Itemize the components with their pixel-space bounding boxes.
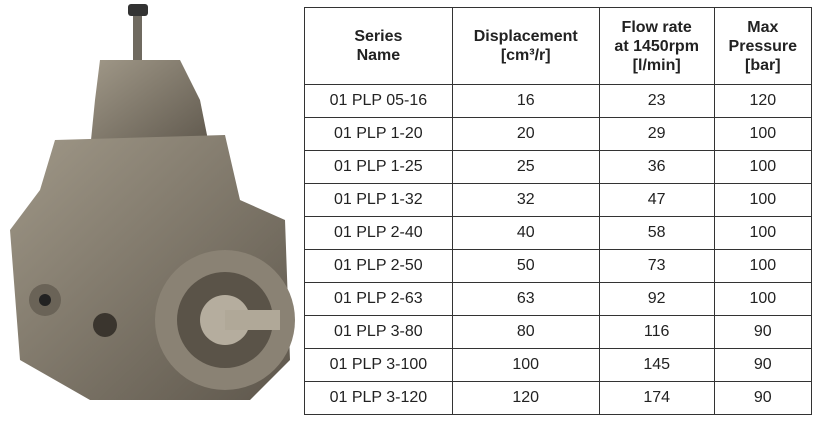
table-cell: 01 PLP 05-16 xyxy=(304,84,453,118)
table-cell: 100 xyxy=(713,249,813,283)
table-cell: 90 xyxy=(713,381,813,415)
table-cell: 73 xyxy=(598,249,715,283)
table-cell: 90 xyxy=(713,348,813,382)
header-line: [l/min] xyxy=(632,56,681,74)
table-cell: 01 PLP 1-20 xyxy=(304,117,453,151)
table-cell: 100 xyxy=(713,282,813,316)
table-row: 01 PLP 1-25 25 36 100 xyxy=(304,150,813,184)
table-cell: 40 xyxy=(451,216,600,250)
table-cell: 58 xyxy=(598,216,715,250)
table-cell: 174 xyxy=(598,381,715,415)
header-line: Max xyxy=(747,18,779,36)
header-line: Displacement xyxy=(473,28,578,45)
header-line: [bar] xyxy=(745,56,781,74)
table-cell: 01 PLP 3-120 xyxy=(304,381,453,415)
column-header: Series Name xyxy=(304,7,453,85)
table-cell: 100 xyxy=(713,150,813,184)
table-cell: 90 xyxy=(713,315,813,349)
pump-spec-table: Series Name Displacement [cm³/r] Flow rate at… xyxy=(304,7,813,415)
pump-image xyxy=(10,4,295,400)
header-line: Name xyxy=(356,47,401,64)
table-cell: 36 xyxy=(598,150,715,184)
table-cell: 25 xyxy=(451,150,600,184)
table-cell: 01 PLP 3-80 xyxy=(304,315,453,349)
table-cell: 100 xyxy=(713,216,813,250)
table-cell: 32 xyxy=(451,183,600,217)
table-cell: 01 PLP 2-50 xyxy=(304,249,453,283)
header-line: Pressure xyxy=(728,37,798,55)
table-row: 01 PLP 2-40 40 58 100 xyxy=(304,216,813,250)
table-cell: 23 xyxy=(598,84,715,118)
table-cell: 01 PLP 3-100 xyxy=(304,348,453,382)
table-cell: 50 xyxy=(451,249,600,283)
header-line: at 1450rpm xyxy=(614,37,699,55)
column-header: Flow rate at 1450rpm [l/min] xyxy=(598,7,715,85)
table-cell: 100 xyxy=(451,348,600,382)
column-header: Max Pressure [bar] xyxy=(713,7,813,85)
table-row: 01 PLP 3-120 120 174 90 xyxy=(304,381,813,415)
table-cell: 100 xyxy=(713,117,813,151)
table-cell: 01 PLP 1-32 xyxy=(304,183,453,217)
table-row: 01 PLP 3-100 100 145 90 xyxy=(304,348,813,382)
table-cell: 100 xyxy=(713,183,813,217)
table-row: 01 PLP 2-50 50 73 100 xyxy=(304,249,813,283)
table-cell: 16 xyxy=(451,84,600,118)
header-line: Flow rate xyxy=(621,18,692,36)
table-row: 01 PLP 3-80 80 116 90 xyxy=(304,315,813,349)
table-cell: 92 xyxy=(598,282,715,316)
header-line: Series xyxy=(354,28,403,45)
table-cell: 120 xyxy=(451,381,600,415)
table-cell: 80 xyxy=(451,315,600,349)
table-row: 01 PLP 1-32 32 47 100 xyxy=(304,183,813,217)
table-cell: 29 xyxy=(598,117,715,151)
table-cell: 01 PLP 1-25 xyxy=(304,150,453,184)
table-row: 01 PLP 1-20 20 29 100 xyxy=(304,117,813,151)
table-cell: 145 xyxy=(598,348,715,382)
table-cell: 47 xyxy=(598,183,715,217)
table-cell: 116 xyxy=(598,315,715,349)
table-row: 01 PLP 05-16 16 23 120 xyxy=(304,84,813,118)
table-cell: 20 xyxy=(451,117,600,151)
column-header: Displacement [cm³/r] xyxy=(451,7,600,85)
table-cell: 63 xyxy=(451,282,600,316)
table-cell: 120 xyxy=(713,84,813,118)
table-row: 01 PLP 2-63 63 92 100 xyxy=(304,282,813,316)
table-cell: 01 PLP 2-63 xyxy=(304,282,453,316)
table-cell: 01 PLP 2-40 xyxy=(304,216,453,250)
header-line: [cm³/r] xyxy=(500,47,551,64)
